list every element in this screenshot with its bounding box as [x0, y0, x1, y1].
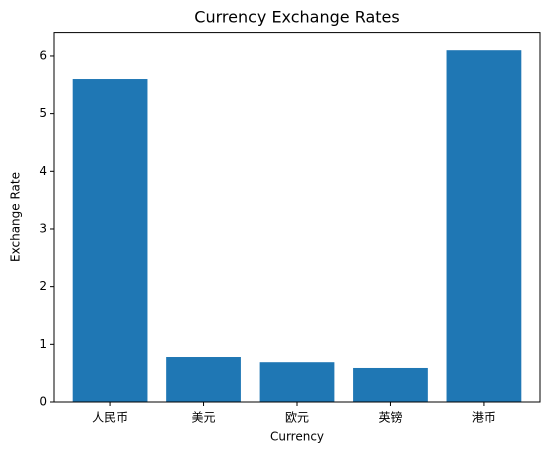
- y-axis-label: Exchange Rate: [9, 172, 23, 262]
- bar: [72, 79, 148, 403]
- chart-title: Currency Exchange Rates: [194, 8, 399, 27]
- x-tick-label: 欧元: [285, 411, 309, 425]
- y-tick-label: 1: [39, 337, 47, 351]
- x-tick-label: 港币: [472, 411, 496, 425]
- axes-frame: [53, 32, 541, 403]
- y-tick-label: 5: [39, 106, 47, 120]
- y-tick-label: 3: [39, 221, 47, 235]
- y-tick-label: 4: [39, 164, 47, 178]
- x-tick-label: 人民币: [92, 411, 128, 425]
- y-tick-label: 2: [39, 279, 47, 293]
- x-tick-label: 英镑: [378, 410, 402, 425]
- y-tick-label: 0: [39, 395, 47, 409]
- bar: [353, 367, 428, 402]
- bar: [446, 50, 522, 402]
- bar: [166, 357, 241, 402]
- x-tick-label: 美元: [192, 411, 216, 425]
- bar: [259, 362, 335, 402]
- x-axis-label: Currency: [270, 430, 324, 444]
- y-tick-label: 6: [39, 48, 47, 62]
